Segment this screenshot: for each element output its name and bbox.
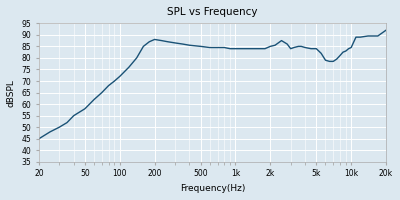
Y-axis label: dBSPL: dBSPL [7, 79, 16, 107]
X-axis label: Frequency(Hz): Frequency(Hz) [180, 184, 245, 193]
Title: SPL vs Frequency: SPL vs Frequency [167, 7, 258, 17]
